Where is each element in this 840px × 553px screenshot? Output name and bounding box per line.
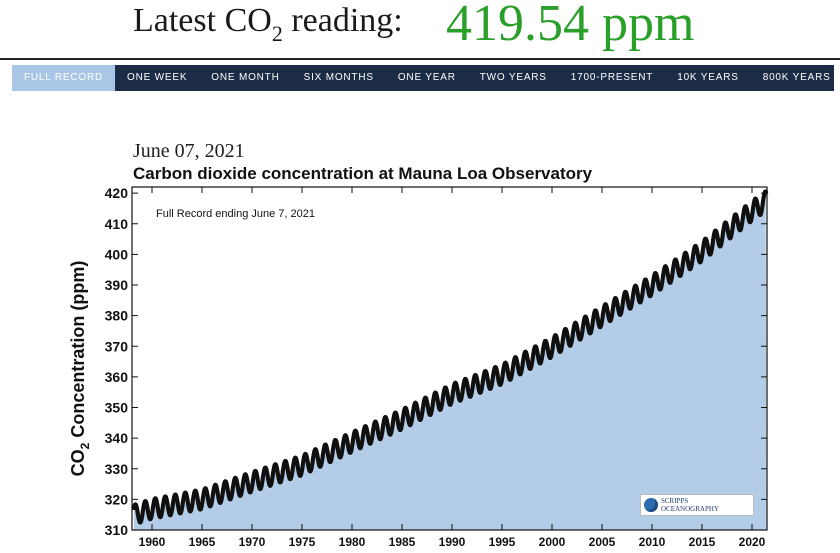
y-tick-label: 420	[105, 185, 129, 201]
y-tick-label: 310	[105, 522, 129, 538]
tab-one-week[interactable]: ONE WEEK	[127, 72, 188, 83]
y-tick-label: 320	[105, 491, 129, 507]
x-tick-label: 1980	[339, 535, 366, 549]
chart-annotation: Full Record ending June 7, 2021	[156, 208, 315, 220]
y-tick-label: 380	[105, 308, 129, 324]
y-tick-label: 390	[105, 277, 129, 293]
plot-frame	[131, 186, 768, 531]
header-divider	[0, 58, 840, 60]
y-tick-label: 340	[105, 430, 129, 446]
y-tick-label: 410	[105, 216, 129, 232]
x-tick-label: 2000	[539, 535, 566, 549]
y-tick-label: 370	[105, 338, 129, 354]
chart-title: Carbon dioxide concentration at Mauna Lo…	[133, 164, 593, 183]
tab-1700-present[interactable]: 1700-PRESENT	[570, 72, 654, 83]
x-tick-label: 1995	[489, 535, 516, 549]
x-tick-label: 2020	[739, 535, 766, 549]
y-tick-label: 330	[105, 461, 129, 477]
x-tick-label: 2005	[589, 535, 616, 549]
scripps-logo-text: SCRIPPS OCEANOGRAPHY	[661, 497, 719, 513]
y-tick-label: 400	[105, 246, 129, 262]
latest-reading-label: Latest CO2 reading:	[133, 2, 403, 46]
co2-chart: 310 320 330 340 350 360 370 380 390 400 410 420 1960…	[68, 185, 769, 549]
x-tick-label: 1975	[289, 535, 316, 549]
chart-date: June 07, 2021	[133, 140, 245, 162]
tab-10k-years[interactable]: 10K YEARS	[677, 72, 739, 83]
y-tick-label: 350	[105, 400, 129, 416]
globe-icon	[644, 498, 658, 512]
tab-800k-years[interactable]: 800K YEARS	[762, 72, 831, 83]
x-tick-label: 1960	[139, 535, 166, 549]
scripps-logo: SCRIPPS OCEANOGRAPHY	[640, 494, 754, 516]
tab-six-months[interactable]: SIX MONTHS	[303, 72, 374, 83]
latest-reading-headline: Latest CO2 reading: 419.54 ppm	[0, 0, 840, 58]
tab-one-month[interactable]: ONE MONTH	[211, 72, 280, 83]
x-tick-label: 1965	[189, 535, 216, 549]
tab-full-record[interactable]: FULL RECORD	[12, 65, 115, 91]
x-tick-label: 1985	[389, 535, 416, 549]
tab-one-year[interactable]: ONE YEAR	[397, 72, 456, 83]
x-tick-label: 2015	[689, 535, 716, 549]
y-axis-label: CO2 Concentration (ppm)	[68, 261, 92, 477]
y-tick-label: 360	[105, 369, 129, 385]
time-range-tabs: FULL RECORD ONE WEEK ONE MONTH SIX MONTHS ON…	[12, 65, 834, 91]
x-tick-label: 1970	[239, 535, 266, 549]
latest-reading-value: 419.54 ppm	[446, 0, 695, 52]
x-tick-label: 2010	[639, 535, 666, 549]
tab-two-years[interactable]: TWO YEARS	[479, 72, 547, 83]
x-tick-label: 1990	[439, 535, 466, 549]
co2-area-fill	[134, 194, 767, 531]
